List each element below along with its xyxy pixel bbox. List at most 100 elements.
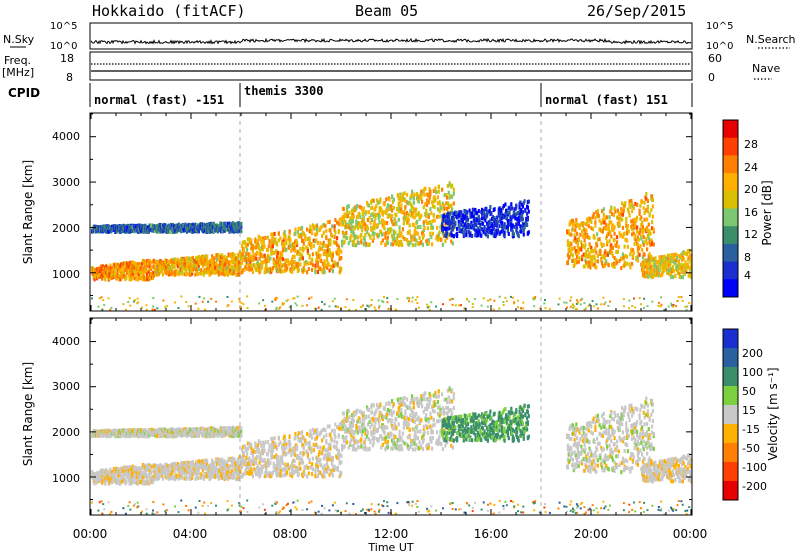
power-band-5-cell xyxy=(636,202,639,207)
power-band-2-cell xyxy=(314,270,317,275)
power-band-5-cell xyxy=(642,242,645,247)
power-band-0-cell xyxy=(120,267,123,272)
vel-band-0-cell xyxy=(130,477,133,482)
power-band-2-cell xyxy=(249,266,252,271)
power-band-2-cell xyxy=(336,236,339,241)
power-band-3-cell xyxy=(431,200,434,205)
power-band-4-cell xyxy=(513,224,516,229)
power-band-5-cell xyxy=(596,232,599,237)
power-near-range-cell xyxy=(417,306,420,309)
power-band-6-cell xyxy=(665,256,668,261)
power-band-2-cell xyxy=(310,260,313,265)
power-band-5-cell xyxy=(603,220,606,225)
power-near-range-cell xyxy=(569,299,572,302)
power-band-5-cell xyxy=(616,260,619,265)
power-band-5-cell xyxy=(573,262,576,267)
power-band-6-cell xyxy=(672,268,675,273)
power-band-2-cell xyxy=(290,267,293,272)
power-band-1-cell xyxy=(228,271,231,276)
power-band-5-cell xyxy=(576,260,579,265)
power-band-0-cell xyxy=(130,262,133,267)
power-band-2-cell xyxy=(314,224,317,229)
power-band-2-cell xyxy=(293,260,296,265)
power-band-5-cell xyxy=(596,237,599,242)
power-near-range-cell xyxy=(416,296,419,299)
power-near-range-cell xyxy=(279,306,282,309)
power-band-2-cell xyxy=(255,268,258,273)
power-band-3-cell xyxy=(440,214,443,219)
power-band-5-cell xyxy=(596,243,599,248)
power-band-2-cell xyxy=(340,256,343,260)
vel-band-1-cell xyxy=(184,468,187,473)
power-band-4-cell xyxy=(451,233,454,238)
power-y-tick-1000: 1000 xyxy=(52,268,80,281)
nave-tick-bottom: 0 xyxy=(708,71,715,84)
power-band-2-cell xyxy=(304,234,307,239)
power-band-5-cell xyxy=(606,252,609,257)
power-band-5-cell xyxy=(639,203,642,208)
power-band-5-cell xyxy=(632,231,635,236)
power-band-4-cell xyxy=(488,208,491,213)
power-band-6-cell xyxy=(670,267,673,271)
vel-band-1-cell xyxy=(171,475,174,480)
power-band-5-cell xyxy=(567,229,570,234)
power-band-6-cell xyxy=(654,263,657,267)
power-band-3-cell xyxy=(371,205,374,210)
nsky-tick-top-left: 10^5 xyxy=(50,21,77,32)
power-band-2-cell xyxy=(321,234,324,238)
vel-band-1-cell xyxy=(174,461,177,466)
power-near-range-cell xyxy=(110,306,113,309)
power-near-range-cell xyxy=(588,303,591,306)
power-band-6-cell xyxy=(687,265,690,270)
power-near-range-cell xyxy=(132,300,135,303)
power-band-2-cell xyxy=(337,221,340,226)
power-band-5-cell xyxy=(591,227,594,232)
power-band-2-cell xyxy=(277,231,280,236)
power-band-4-cell xyxy=(449,211,452,216)
power-near-range-cell xyxy=(165,305,168,308)
power-band-4-cell xyxy=(517,221,520,226)
power-band-5-cell xyxy=(632,206,635,210)
power-band-2-cell xyxy=(241,268,244,273)
power-band-2-cell xyxy=(312,243,315,248)
power-band-5-cell xyxy=(624,254,627,258)
power-band-4-cell xyxy=(468,225,471,230)
power-band-2-cell xyxy=(310,245,313,250)
power-band-4-cell xyxy=(516,217,519,222)
power-band-1-cell xyxy=(221,271,224,276)
power-band-3-cell xyxy=(382,210,385,215)
vel-band-1-cell xyxy=(173,474,176,479)
power-band-5-cell xyxy=(603,256,606,261)
power-band-0-cell xyxy=(118,274,121,279)
power-band-5-cell xyxy=(594,259,597,263)
power-band-3-cell xyxy=(375,204,378,209)
power-near-range-cell xyxy=(449,298,452,301)
power-band-2-cell xyxy=(271,238,274,242)
power-band-4-cell xyxy=(511,206,514,211)
power-band-5-cell xyxy=(610,207,613,211)
power-band-4-cell xyxy=(473,210,476,215)
power-band-1-cell xyxy=(183,272,186,277)
power-band-2-cell xyxy=(331,269,334,274)
power-band-4-cell xyxy=(465,233,468,238)
power-band-3-cell xyxy=(356,223,359,228)
power-band-5-cell xyxy=(587,224,590,229)
power-band-2-cell xyxy=(335,240,338,245)
power-near-range-cell xyxy=(162,299,165,302)
power-band-5-cell xyxy=(593,235,596,240)
power-band-3-cell xyxy=(413,237,416,242)
power-band-1-cell xyxy=(171,266,174,271)
power-band-4-cell xyxy=(486,234,489,239)
power-band-2-cell xyxy=(318,245,321,250)
power-band-5-cell xyxy=(610,246,613,251)
power-near-range-cell xyxy=(675,305,678,308)
power-band-1-cell xyxy=(173,270,176,274)
power-band-2-cell xyxy=(278,257,281,262)
power-band-5-cell xyxy=(646,247,649,252)
power-band-1-cell xyxy=(233,253,236,258)
power-band-1-cell xyxy=(163,266,166,271)
power-band-3-cell xyxy=(422,205,425,210)
power-band-5-cell xyxy=(584,243,587,248)
power-band-2-cell xyxy=(325,263,328,268)
power-band-3-cell xyxy=(346,236,349,241)
